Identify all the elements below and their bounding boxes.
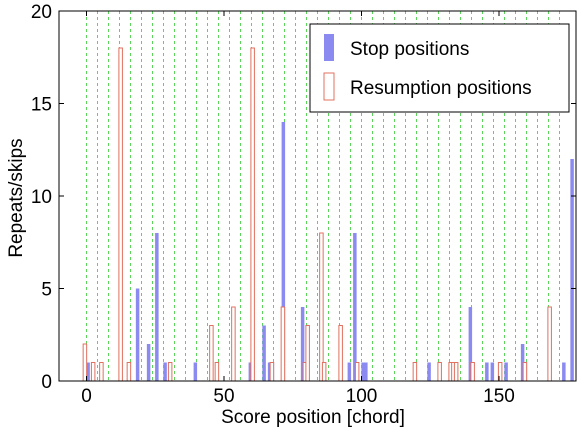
x-tick-label: 50 [213, 386, 234, 407]
legend: Stop positions Resumption positions [309, 23, 570, 113]
resumption-position-bar [453, 362, 459, 382]
y-tick-label: 15 [31, 95, 52, 116]
resumption-position-bar [250, 47, 255, 382]
y-tick-label: 5 [41, 280, 52, 301]
resumption-position-bar [522, 362, 528, 382]
stop-position-bar [135, 288, 140, 381]
resumption-position-bar [126, 362, 132, 382]
stop-position-bar [504, 362, 508, 381]
resumption-position-bar [167, 362, 173, 382]
stop-position-bar [361, 362, 365, 381]
resumption-position-bar [321, 362, 327, 382]
resumption-position-bar [214, 362, 220, 382]
y-tick-label: 0 [41, 372, 52, 393]
stop-position-bar [281, 122, 286, 381]
stop-position-bar [267, 362, 272, 381]
resumption-position-bar [338, 325, 343, 382]
resumption-position-bar [99, 362, 104, 382]
x-axis-label: Score position [chord] [221, 407, 405, 428]
resumption-position-bar [90, 362, 96, 382]
axis-ticks: 0 50 100 150 0 5 10 15 20 [31, 2, 576, 407]
stop-position-bar [520, 344, 525, 381]
resumption-position-bar [470, 362, 475, 382]
resumption-position-bar [305, 325, 310, 382]
stop-position-bar [562, 362, 566, 381]
stop-position-bar [427, 362, 431, 381]
stop-position-bar [146, 344, 151, 381]
stop-position-bar [248, 362, 253, 381]
stop-position-bar [163, 362, 167, 381]
y-tick-label: 20 [31, 2, 52, 23]
stop-position-bar [347, 362, 352, 381]
legend-swatch-stop [324, 34, 334, 61]
resumption-position-bar [354, 362, 360, 382]
stop-position-bar [490, 362, 495, 381]
legend-swatch-resumption [323, 72, 335, 101]
resumption-position-bar [437, 362, 442, 382]
stop-position-bar [485, 362, 489, 381]
resumption-position-bar [269, 362, 275, 382]
stop-position-bar [570, 159, 574, 381]
legend-box [309, 23, 570, 113]
x-tick-label: 150 [483, 386, 515, 407]
stop-position-bar [193, 362, 198, 381]
resumption-position-bar [319, 232, 324, 382]
stop-position-bar [353, 233, 357, 381]
resumption-position-bar [209, 325, 214, 382]
x-tick-label: 100 [346, 386, 378, 407]
stop-position-bar [468, 307, 473, 381]
bars [82, 47, 574, 382]
stop-position-bar [86, 362, 90, 381]
resumption-position-bar [82, 343, 88, 382]
stop-position-bar [155, 233, 159, 381]
legend-label-resumption: Resumption positions [350, 78, 532, 99]
resumption-position-bar [231, 306, 236, 382]
resumption-position-bar [412, 362, 418, 382]
resumption-position-bar [547, 306, 552, 382]
legend-label-stop: Stop positions [350, 39, 469, 60]
stop-position-bar [300, 307, 305, 381]
resumption-position-bar [118, 47, 123, 382]
resumption-position-bar [280, 306, 286, 382]
stop-position-bar [364, 362, 368, 381]
stop-position-bar [262, 325, 266, 381]
y-tick-label: 10 [31, 187, 52, 208]
y-axis-label: Repeats/skips [6, 138, 27, 257]
x-tick-label: 0 [81, 386, 92, 407]
